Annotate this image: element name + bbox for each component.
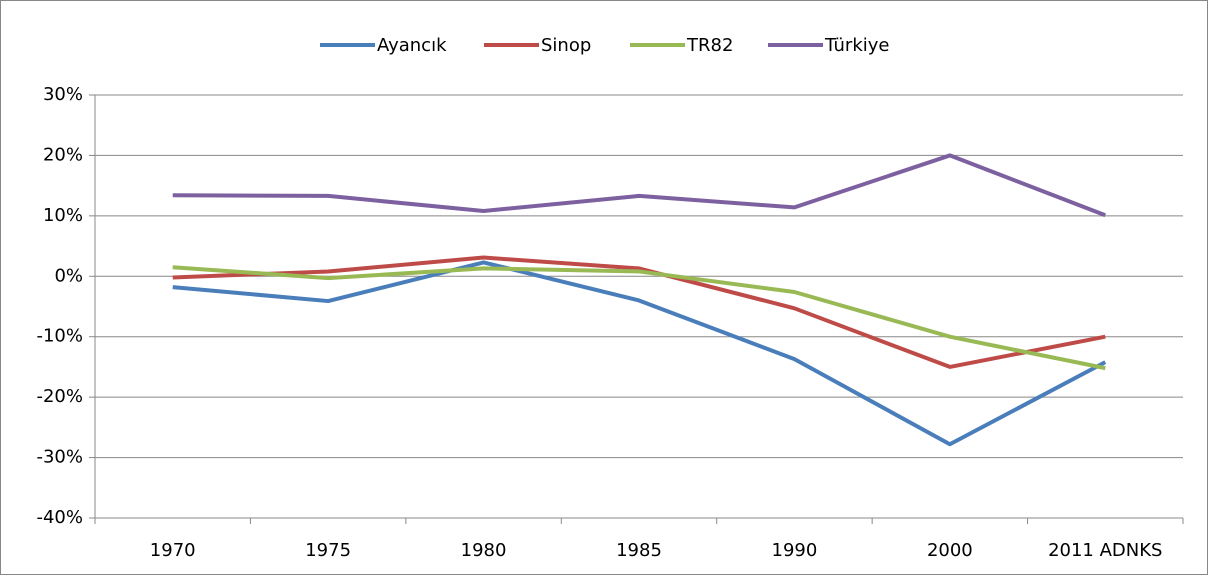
data-line [172, 265, 1106, 371]
x-tick-label: 1980 [461, 540, 507, 561]
y-tick-label: 20% [43, 144, 83, 165]
legend-label: Sinop [541, 35, 591, 56]
data-line [172, 153, 1107, 218]
x-tick-label: 1990 [772, 540, 818, 561]
data-line [172, 260, 1107, 447]
y-tick-label: -40% [36, 507, 83, 528]
y-tick-label: 10% [43, 205, 83, 226]
y-tick-label: -20% [36, 386, 83, 407]
y-tick-label: 30% [43, 84, 83, 105]
legend-label: Ayancık [377, 35, 447, 56]
x-tick-label: 1970 [150, 540, 196, 561]
x-tick-label: 2011 ADNKS [1048, 540, 1162, 561]
y-tick-label: 0% [54, 265, 83, 286]
legend-label: Türkiye [824, 35, 890, 56]
x-tick-label: 1985 [616, 540, 662, 561]
y-tick-label: -10% [36, 326, 83, 347]
y-tick-label: -30% [36, 447, 83, 468]
data-line [172, 255, 1106, 369]
legend-label: TR82 [686, 35, 733, 56]
x-tick-label: 2000 [927, 540, 973, 561]
x-tick-label: 1975 [305, 540, 351, 561]
